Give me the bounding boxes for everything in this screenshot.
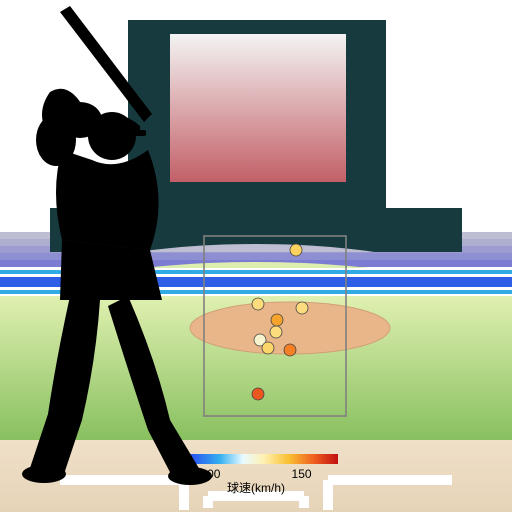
pitch-marker — [252, 388, 264, 400]
pitch-marker — [252, 298, 264, 310]
pitch-marker — [284, 344, 296, 356]
pitch-marker — [296, 302, 308, 314]
colorbar-axis-label: 球速(km/h) — [227, 481, 285, 495]
colorbar-tick-label: 150 — [292, 467, 312, 481]
pitch-marker — [271, 314, 283, 326]
pitch-marker — [270, 326, 282, 338]
pitch-marker — [290, 244, 302, 256]
pitch-marker — [262, 342, 274, 354]
speed-colorbar — [174, 454, 338, 464]
scoreboard-screen — [170, 34, 346, 182]
